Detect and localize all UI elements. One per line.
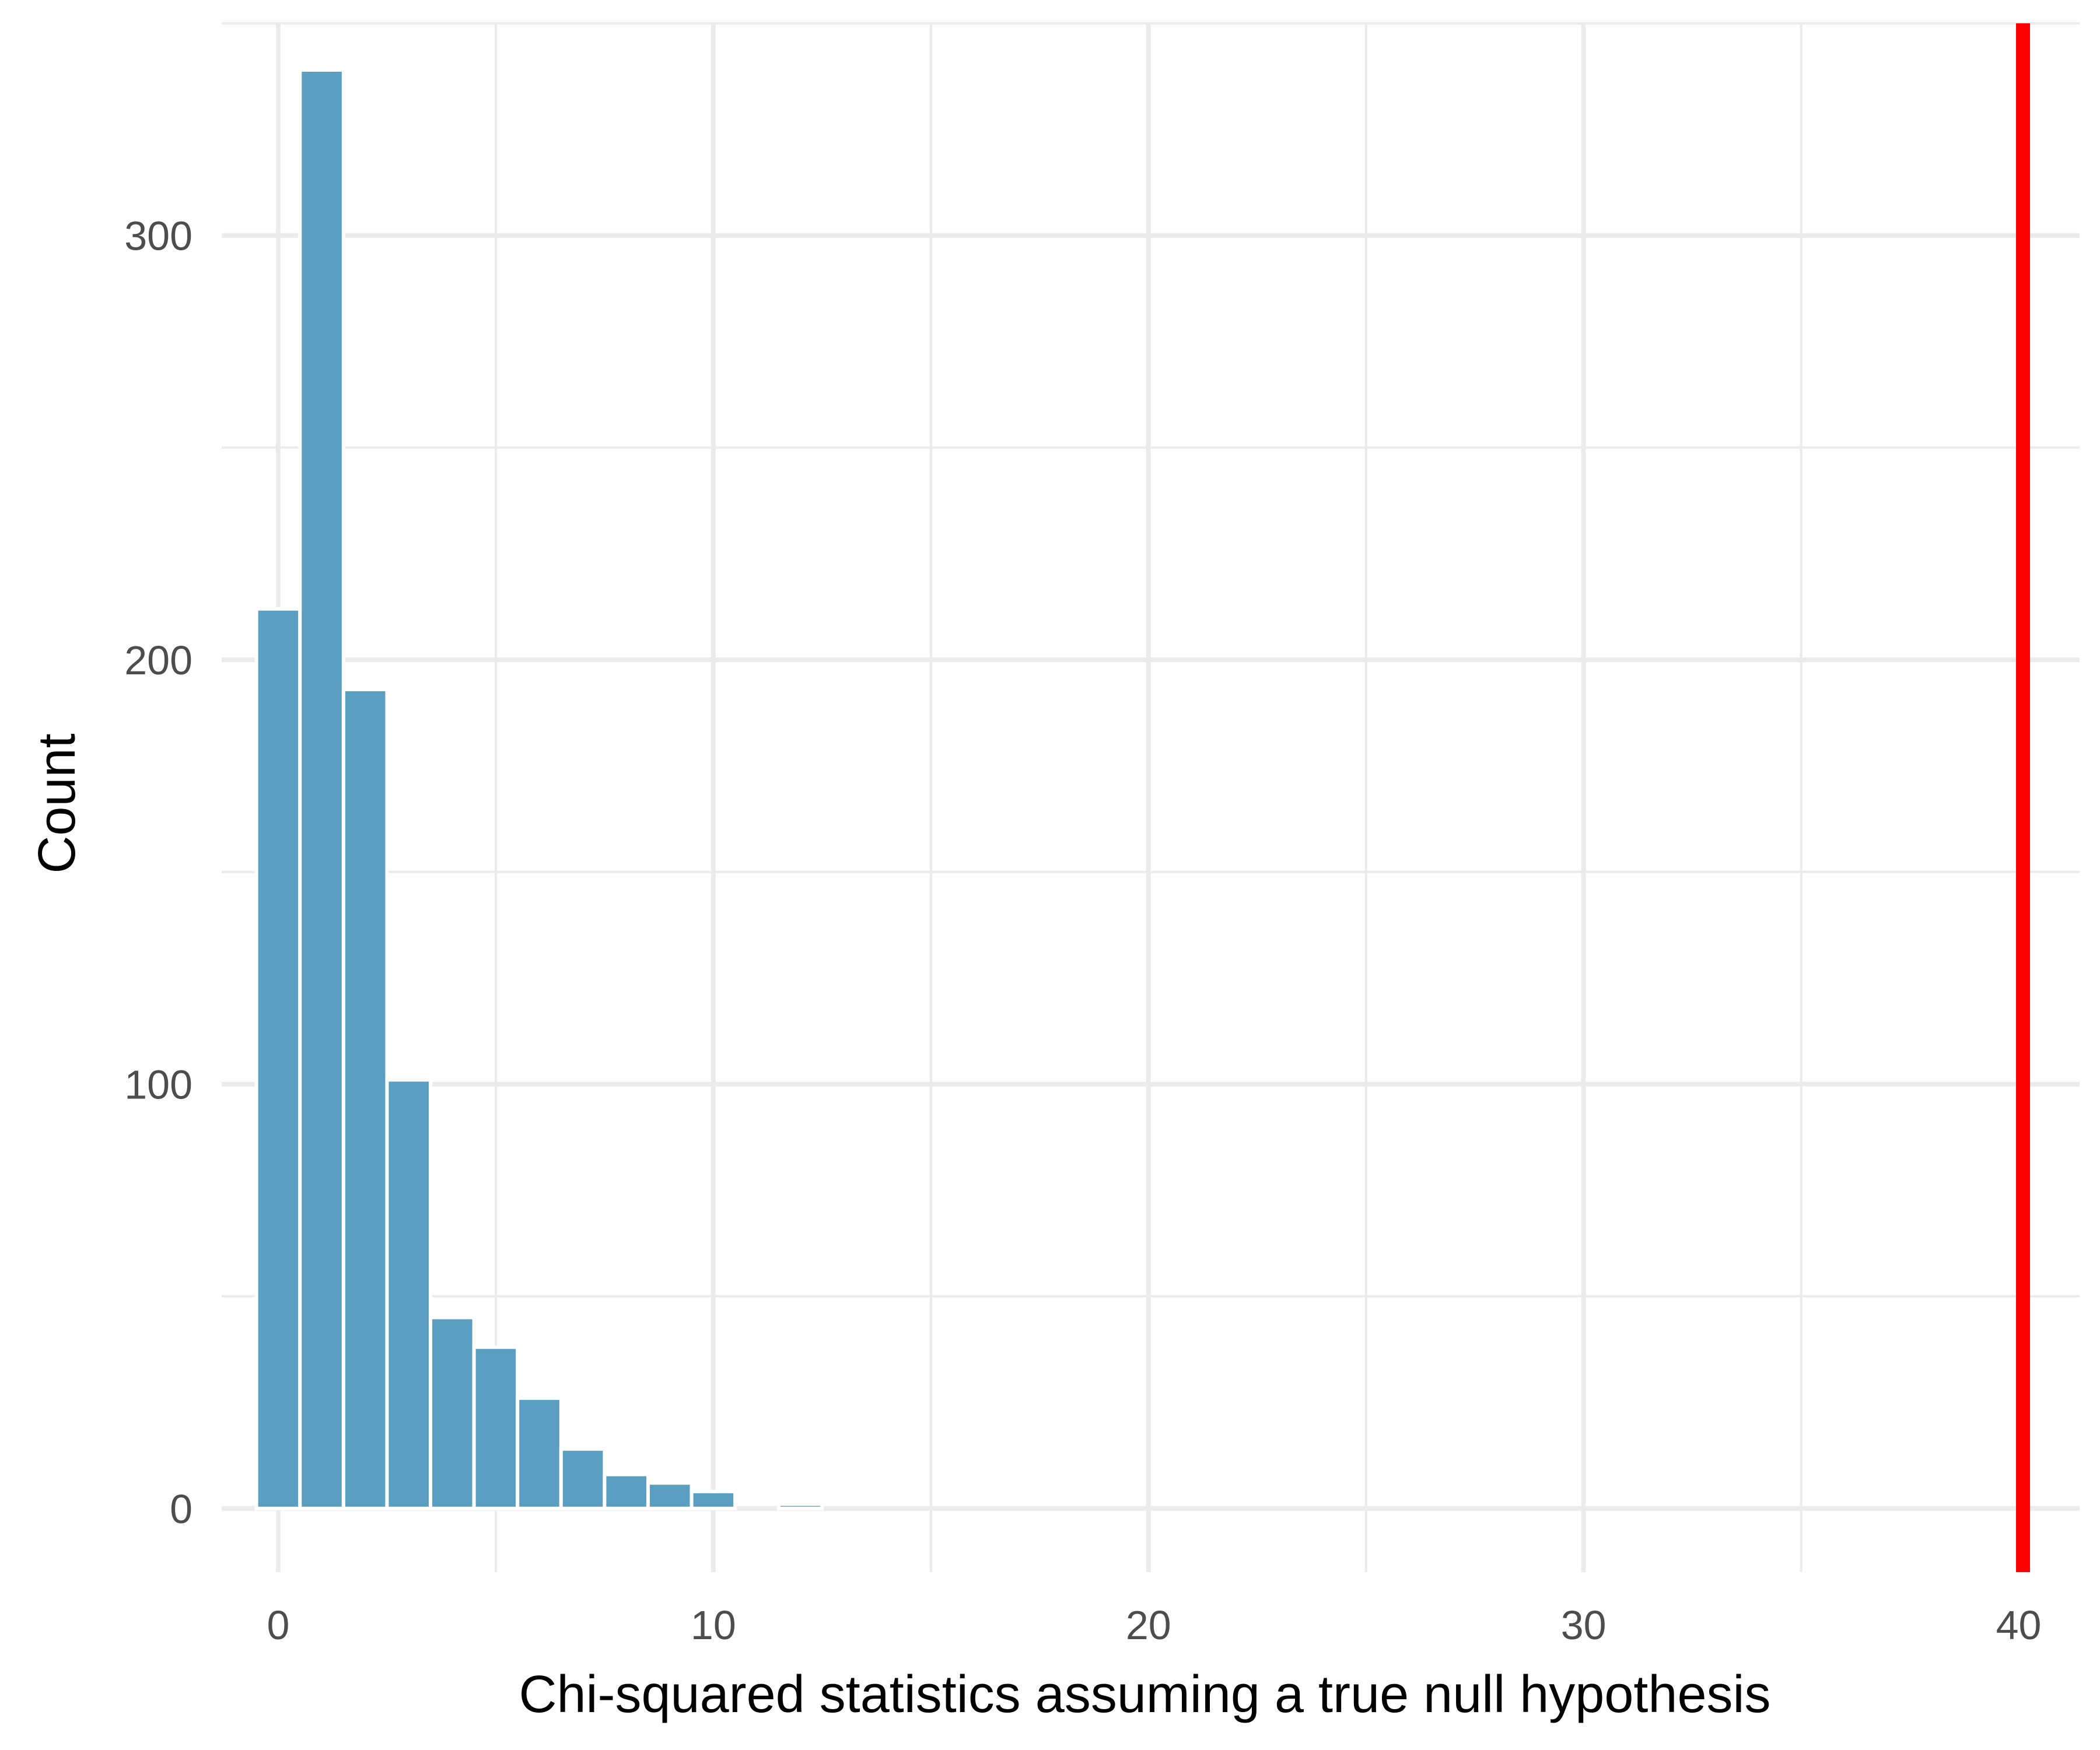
histogram-bar xyxy=(776,1502,824,1510)
x-tick-label: 30 xyxy=(1561,1602,1606,1648)
x-tick-label: 10 xyxy=(691,1602,736,1648)
histogram-bar xyxy=(646,1481,694,1510)
histogram-bar xyxy=(341,688,389,1510)
histogram-bar xyxy=(429,1315,476,1510)
histogram-bar xyxy=(690,1489,737,1510)
x-tick-label: 40 xyxy=(1996,1602,2042,1648)
y-tick-label: 100 xyxy=(124,1062,192,1107)
histogram-bar xyxy=(385,1078,433,1510)
histogram-bar xyxy=(472,1345,520,1510)
y-tick-label: 0 xyxy=(170,1486,192,1532)
histogram-bar xyxy=(298,68,345,1510)
x-tick-label: 20 xyxy=(1126,1602,1171,1648)
histogram-bar xyxy=(516,1396,563,1510)
y-tick-label: 300 xyxy=(124,214,192,259)
histogram-bars xyxy=(254,68,824,1510)
y-axis-title: Count xyxy=(28,733,86,873)
grid-lines xyxy=(222,22,2080,1572)
y-tick-label: 200 xyxy=(124,638,192,683)
histogram-bar xyxy=(603,1472,650,1510)
histogram-bar xyxy=(559,1447,607,1510)
x-tick-label: 0 xyxy=(267,1602,289,1648)
tick-labels: 0 10 20 30 40 0 100 200 300 xyxy=(124,214,2041,1648)
histogram-bar xyxy=(254,607,302,1510)
x-axis-title: Chi-squared statistics assuming a true n… xyxy=(519,1665,1770,1724)
